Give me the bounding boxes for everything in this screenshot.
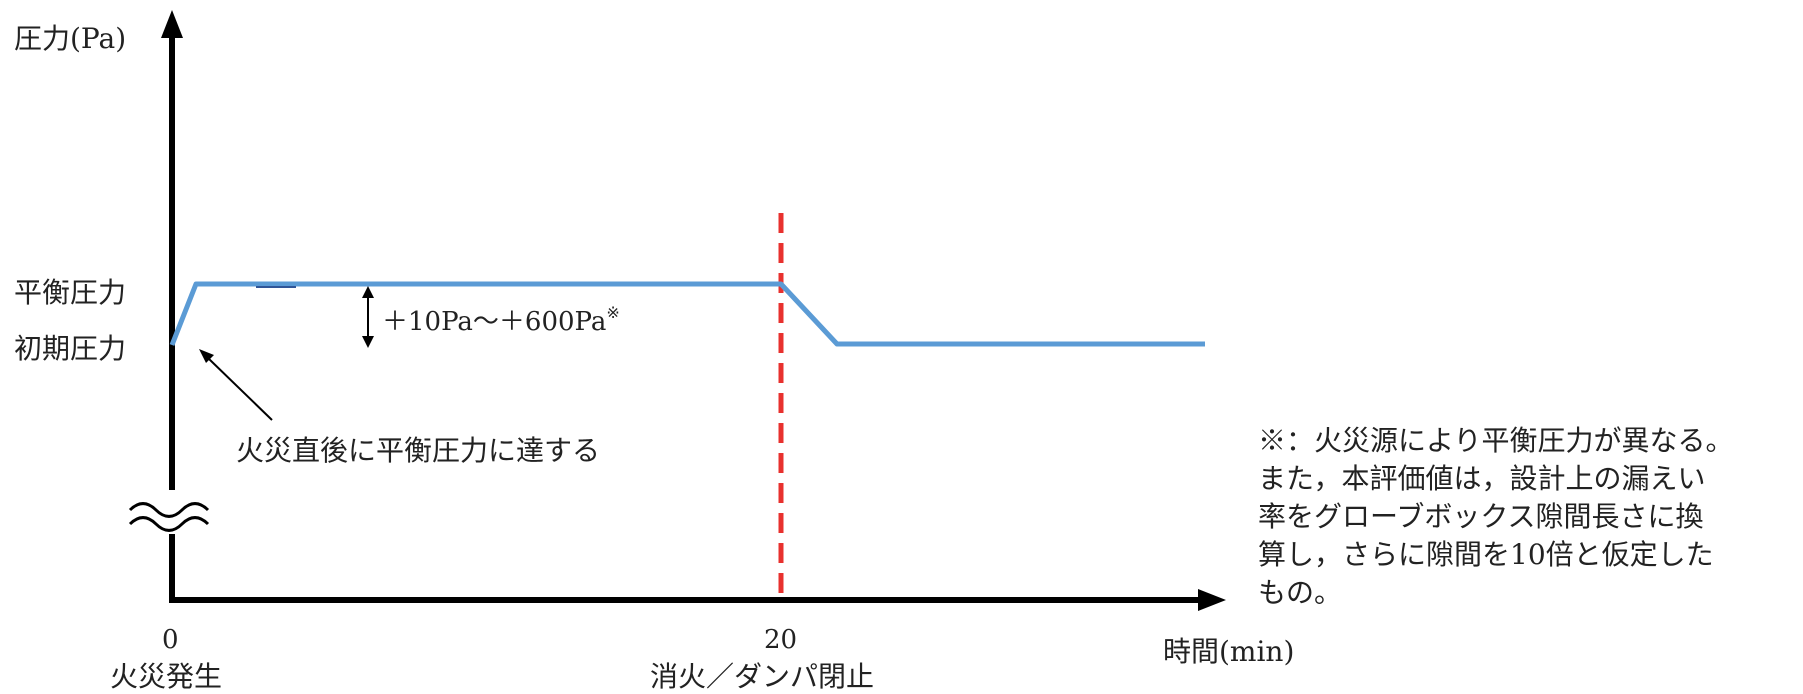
arrival-note: 火災直後に平衡圧力に達する [236, 434, 600, 467]
y-axis-label: 圧力(Pa) [14, 22, 126, 55]
footnote: ※：火災源により平衡圧力が異なる。 また，本評価値は，設計上の漏えい 率をグロー… [1258, 422, 1798, 612]
arrival-pointer-arrow [207, 357, 273, 421]
footnote-line: もの。 [1258, 576, 1343, 609]
footnote-line: 算し，さらに隙間を10倍と仮定した [1258, 538, 1714, 571]
pressure-curve [169, 281, 1205, 347]
footnote-line: 率をグローブボックス隙間長さに換 [1258, 500, 1704, 533]
arrival-pointer-arrowhead [199, 349, 214, 363]
pressure-range-reference-mark: ※ [606, 303, 619, 322]
pressure-range-label: ＋10Pa～＋600Pa※ [382, 303, 620, 337]
double-wave-break-icon [128, 490, 212, 534]
footnote-line: また，本評価値は，設計上の漏えい [1258, 462, 1706, 495]
footnote-line: ※：火災源により平衡圧力が異なる。 [1258, 424, 1734, 457]
y-tick-equilibrium-pressure: 平衡圧力 [14, 276, 126, 309]
x-tick-0-caption: 火災発生 [110, 660, 222, 693]
y-axis-arrowhead [161, 10, 183, 38]
x-axis-label: 時間(min) [1163, 635, 1294, 668]
pressure-range-arrowhead-top [362, 286, 374, 298]
y-tick-initial-pressure: 初期圧力 [14, 332, 126, 365]
x-tick-20-caption: 消火／ダンパ閉止 [650, 660, 874, 693]
x-tick-0: 0 [162, 625, 179, 655]
pressure-range-value: ＋10Pa～＋600Pa [382, 307, 606, 337]
pressure-range-arrowhead-bottom [362, 336, 374, 348]
x-axis-arrowhead [1198, 589, 1226, 611]
x-tick-20: 20 [764, 625, 797, 655]
